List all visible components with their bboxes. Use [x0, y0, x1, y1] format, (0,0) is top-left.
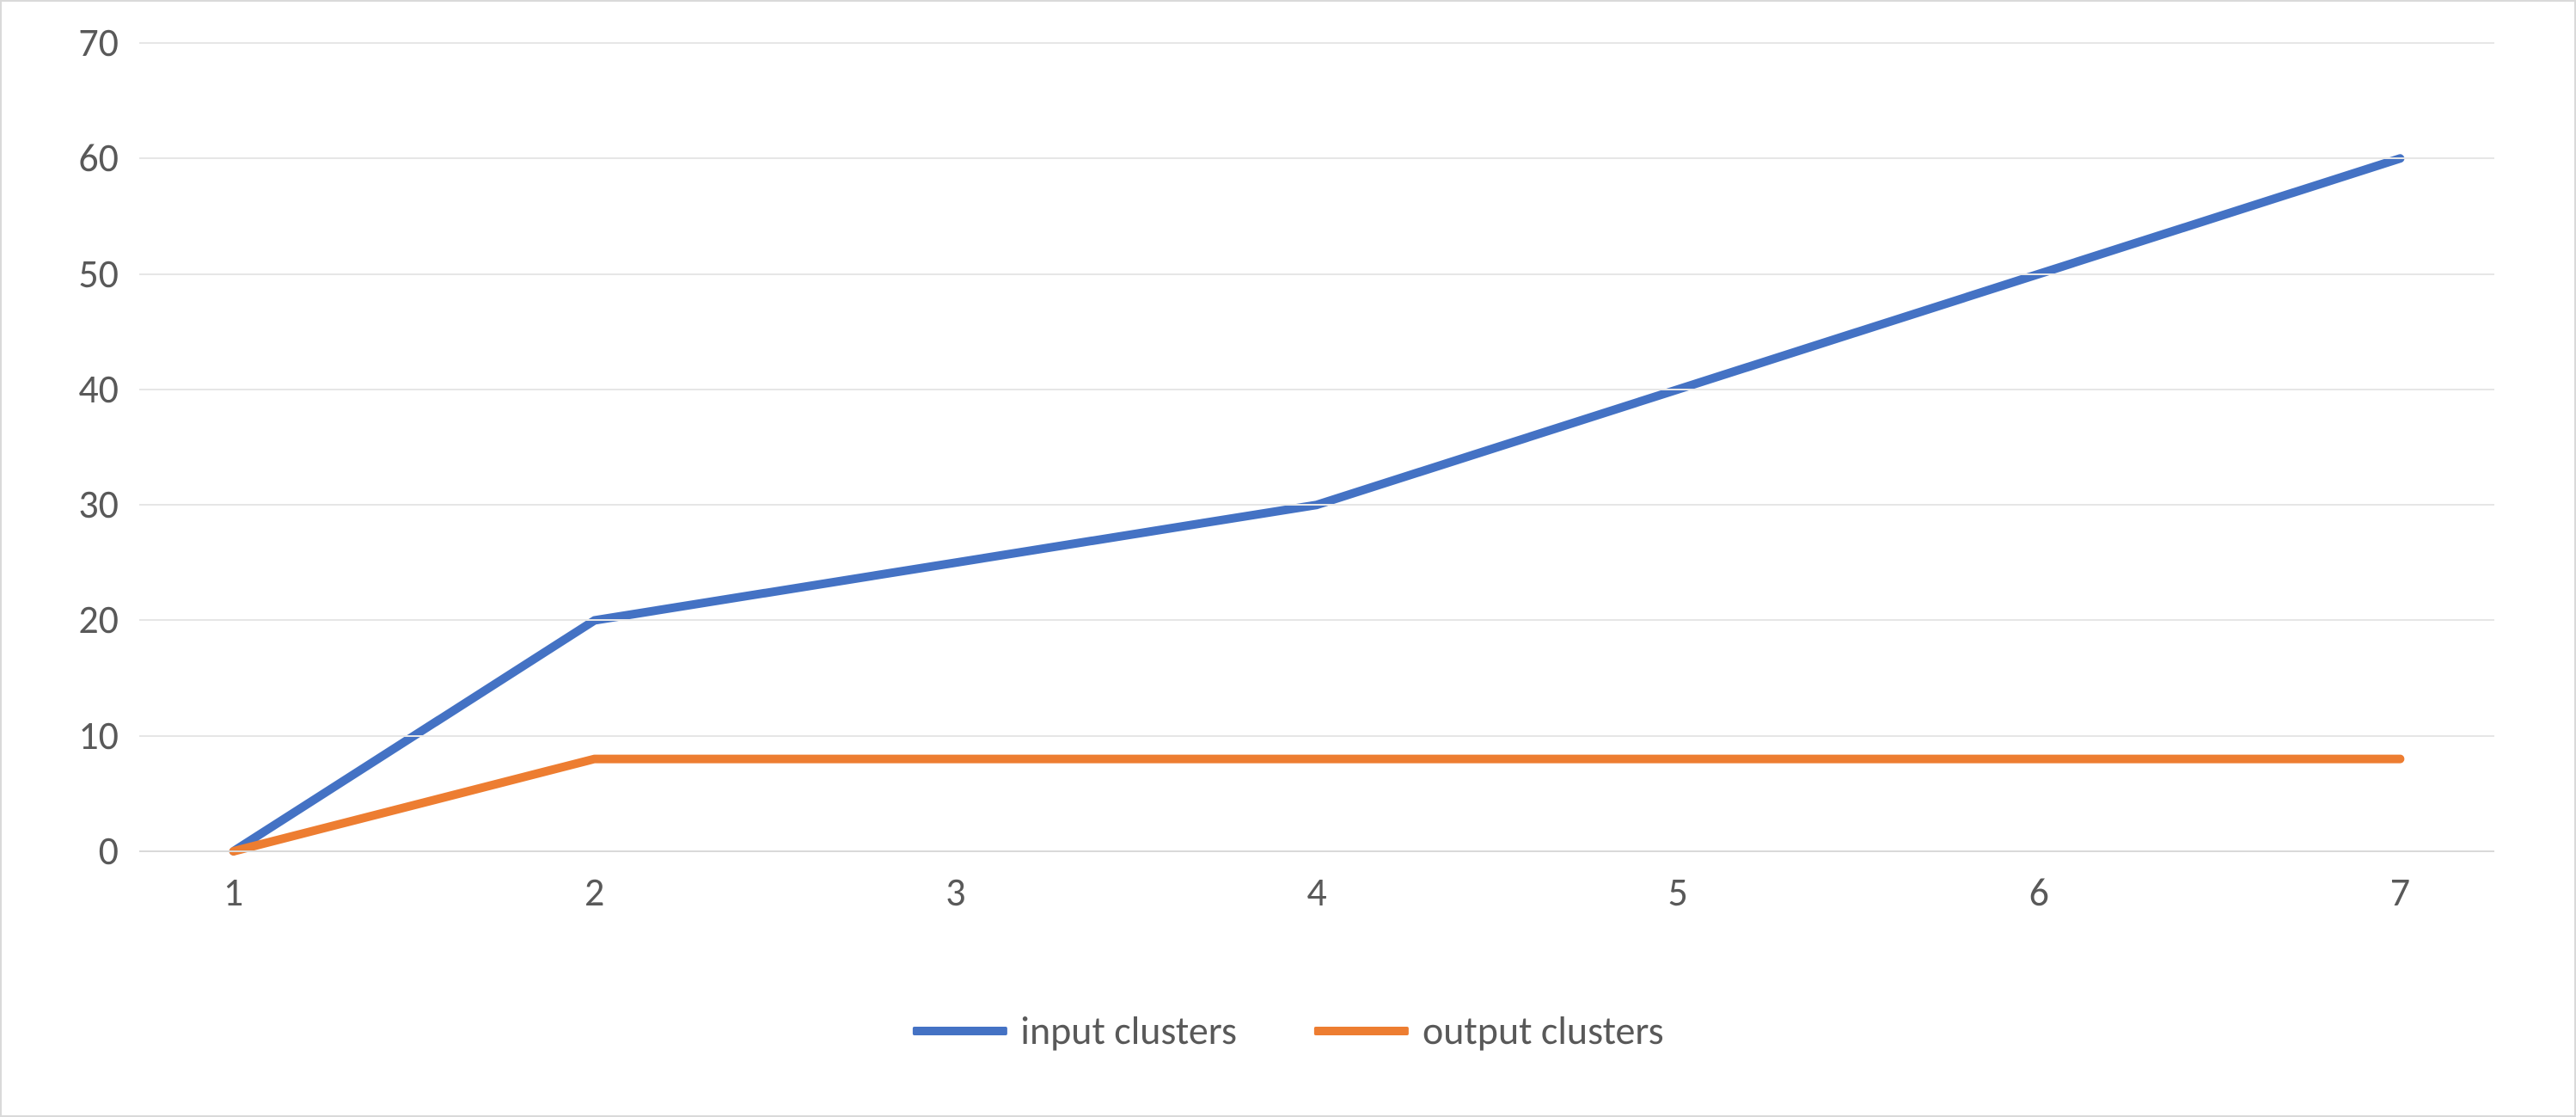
legend-swatch [1314, 1027, 1409, 1035]
x-tick-label: 2 [584, 851, 604, 917]
legend: input clusters output clusters [912, 1007, 1663, 1055]
x-tick-label: 4 [1306, 851, 1326, 917]
y-tick-label: 50 [78, 250, 139, 298]
y-tick-label: 70 [78, 19, 139, 67]
line-chart: 0102030405060701234567 input clustersout… [0, 0, 2576, 1117]
x-tick-label: 1 [223, 851, 243, 917]
gridline [139, 619, 2494, 621]
x-tick-label: 3 [945, 851, 965, 917]
y-tick-label: 40 [78, 365, 139, 414]
legend-item: input clusters [912, 1007, 1237, 1055]
plot-area: 0102030405060701234567 [139, 43, 2494, 851]
gridline [139, 273, 2494, 275]
gridline [139, 389, 2494, 390]
legend-label: output clusters [1423, 1007, 1664, 1055]
y-tick-label: 60 [78, 134, 139, 182]
x-tick-label: 7 [2390, 851, 2410, 917]
y-tick-label: 20 [78, 596, 139, 644]
legend-label: input clusters [1020, 1007, 1237, 1055]
legend-swatch [912, 1027, 1007, 1035]
gridline [139, 157, 2494, 159]
legend-item: output clusters [1314, 1007, 1664, 1055]
y-tick-label: 0 [99, 827, 139, 875]
gridline [139, 735, 2494, 737]
series-line-1 [234, 759, 2401, 851]
y-tick-label: 30 [78, 481, 139, 529]
gridline [139, 42, 2494, 44]
x-tick-label: 5 [1667, 851, 1687, 917]
gridline [139, 504, 2494, 506]
series-lines [139, 43, 2494, 851]
x-tick-label: 6 [2029, 851, 2049, 917]
y-tick-label: 10 [78, 712, 139, 760]
